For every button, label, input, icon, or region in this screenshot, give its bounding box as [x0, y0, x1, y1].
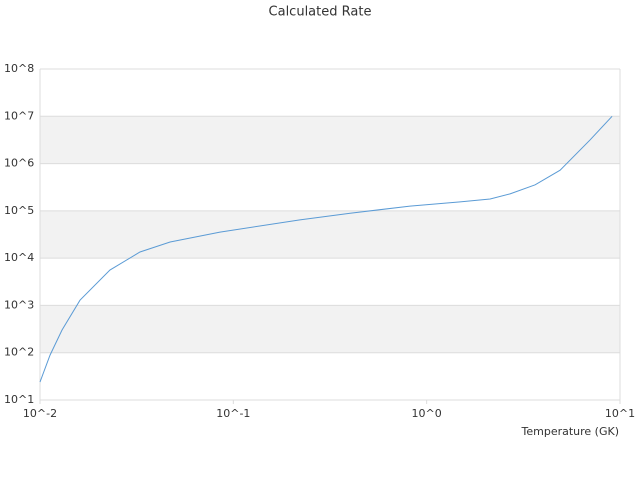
grid-band [40, 305, 620, 353]
y-tick-label: 10^3 [4, 298, 34, 311]
grid-band [40, 210, 620, 259]
chart-title: Calculated Rate [269, 5, 372, 20]
y-tick-label: 10^2 [4, 346, 34, 359]
x-tick-label: 10^-2 [23, 407, 57, 420]
x-tick-label: 10^1 [605, 407, 635, 420]
grid-band [40, 116, 620, 164]
y-tick-label: 10^5 [4, 204, 34, 217]
y-tick-label: 10^6 [4, 157, 34, 170]
x-tick-label: 10^0 [412, 407, 442, 420]
y-tick-label: 10^8 [4, 62, 34, 75]
x-axis-label: Temperature (GK) [521, 425, 620, 438]
y-tick-label: 10^4 [4, 251, 34, 264]
y-tick-label: 10^7 [4, 109, 34, 122]
y-tick-label: 10^1 [4, 393, 34, 406]
series-line [39, 115, 613, 383]
x-tick-label: 10^-1 [216, 407, 250, 420]
